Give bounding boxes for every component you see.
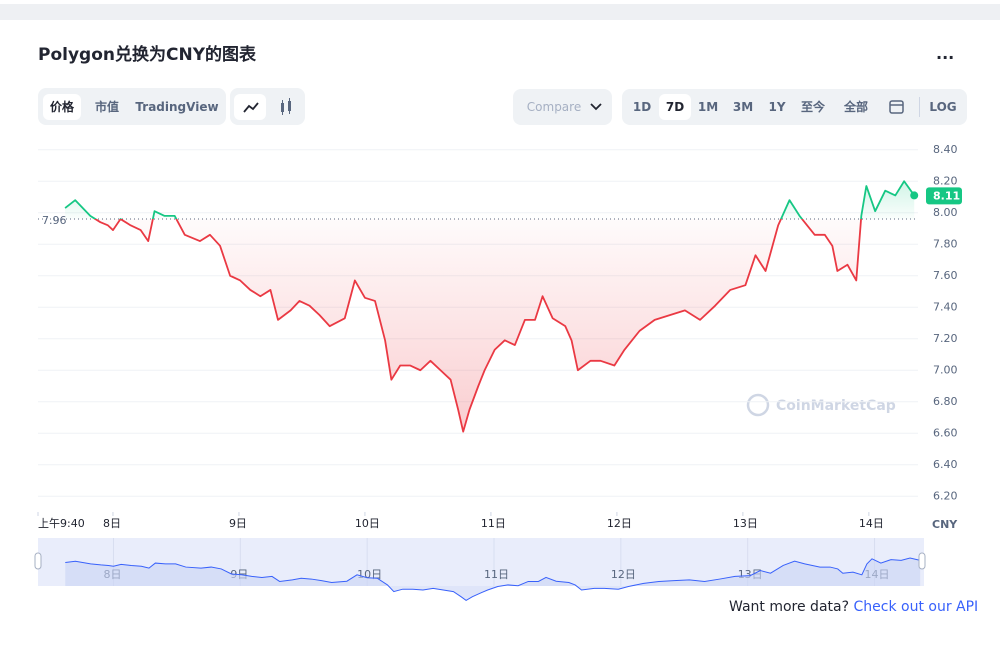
footer: Want more data? Check out our API	[729, 599, 978, 615]
y-unit: CNY	[932, 518, 958, 531]
navigator-handle	[34, 552, 42, 570]
tab[interactable]: TradingView	[135, 100, 219, 114]
x-tick-label: 13日	[733, 517, 758, 530]
candle-icon[interactable]	[270, 94, 302, 120]
last-price-label: 8.11	[933, 189, 960, 202]
range-group: LOG 1D 7D 1M 3M 1Y 至今 全部	[622, 89, 967, 125]
log-button[interactable]: LOG	[929, 100, 957, 114]
last-point	[910, 191, 919, 200]
range-button[interactable]: 至今	[800, 100, 825, 114]
top-strip	[0, 4, 1000, 20]
x-tick-label: 8日	[103, 517, 121, 530]
navigator-area	[65, 558, 921, 601]
y-tick-label: 7.20	[933, 332, 958, 345]
range-button[interactable]: 1M	[697, 100, 719, 114]
range-button[interactable]: 全部	[843, 100, 868, 114]
navigator-label: 12日	[611, 568, 636, 581]
watermark-text: CoinMarketCap	[776, 398, 896, 414]
api-link[interactable]: Check out our API	[853, 599, 979, 615]
y-tick-label: 6.60	[933, 426, 958, 439]
area-down	[95, 219, 862, 432]
watermark: CoinMarketCap	[746, 393, 896, 417]
line-icon[interactable]	[234, 94, 266, 120]
divider	[919, 97, 920, 117]
y-tick-label: 7.00	[933, 363, 958, 376]
reference-label: 7.96	[42, 214, 67, 227]
last-price-badge	[926, 187, 962, 205]
menu[interactable]: ...	[936, 44, 955, 63]
chart-type-group	[230, 88, 305, 125]
x-tick-label: 上午9:40	[38, 517, 85, 530]
y-tick-label: 8.40	[933, 143, 958, 156]
range-button[interactable]: 7D	[659, 94, 691, 120]
navigator-label: 11日	[484, 568, 509, 581]
y-tick-label: 6.40	[933, 458, 958, 471]
y-tick-label: 6.20	[933, 489, 958, 502]
compare-label: Compare	[526, 100, 582, 114]
compare-dropdown[interactable]: Compare	[513, 89, 612, 125]
x-tick-label: 10日	[355, 517, 380, 530]
footer-text: Want more data?	[729, 599, 850, 615]
range-button[interactable]: 1Y	[768, 100, 786, 114]
y-tick-label: 7.80	[933, 237, 958, 250]
x-tick-label: 12日	[607, 517, 632, 530]
y-tick-label: 6.80	[933, 395, 958, 408]
y-tick-label: 7.60	[933, 269, 958, 282]
x-tick-label: 9日	[229, 517, 247, 530]
y-tick-label: 8.00	[933, 206, 958, 219]
tab[interactable]: 价格	[43, 94, 81, 120]
y-tick-label: 7.40	[933, 300, 958, 313]
chart-title: Polygon兑换为CNY的图表	[38, 45, 257, 65]
navigator-handle	[918, 552, 926, 570]
range-button[interactable]: 3M	[732, 100, 754, 114]
calendar-icon[interactable]	[888, 98, 906, 116]
navigator-line	[65, 557, 921, 601]
y-tick-label: 8.20	[933, 174, 958, 187]
tab-group: 价格 市值 TradingView	[38, 88, 226, 125]
price-line	[64, 180, 915, 433]
range-button[interactable]: 1D	[632, 100, 652, 114]
chevron	[590, 103, 602, 111]
x-tick-label: 14日	[859, 517, 884, 530]
x-tick-label: 11日	[481, 517, 506, 530]
tab[interactable]: 市值	[94, 100, 119, 114]
